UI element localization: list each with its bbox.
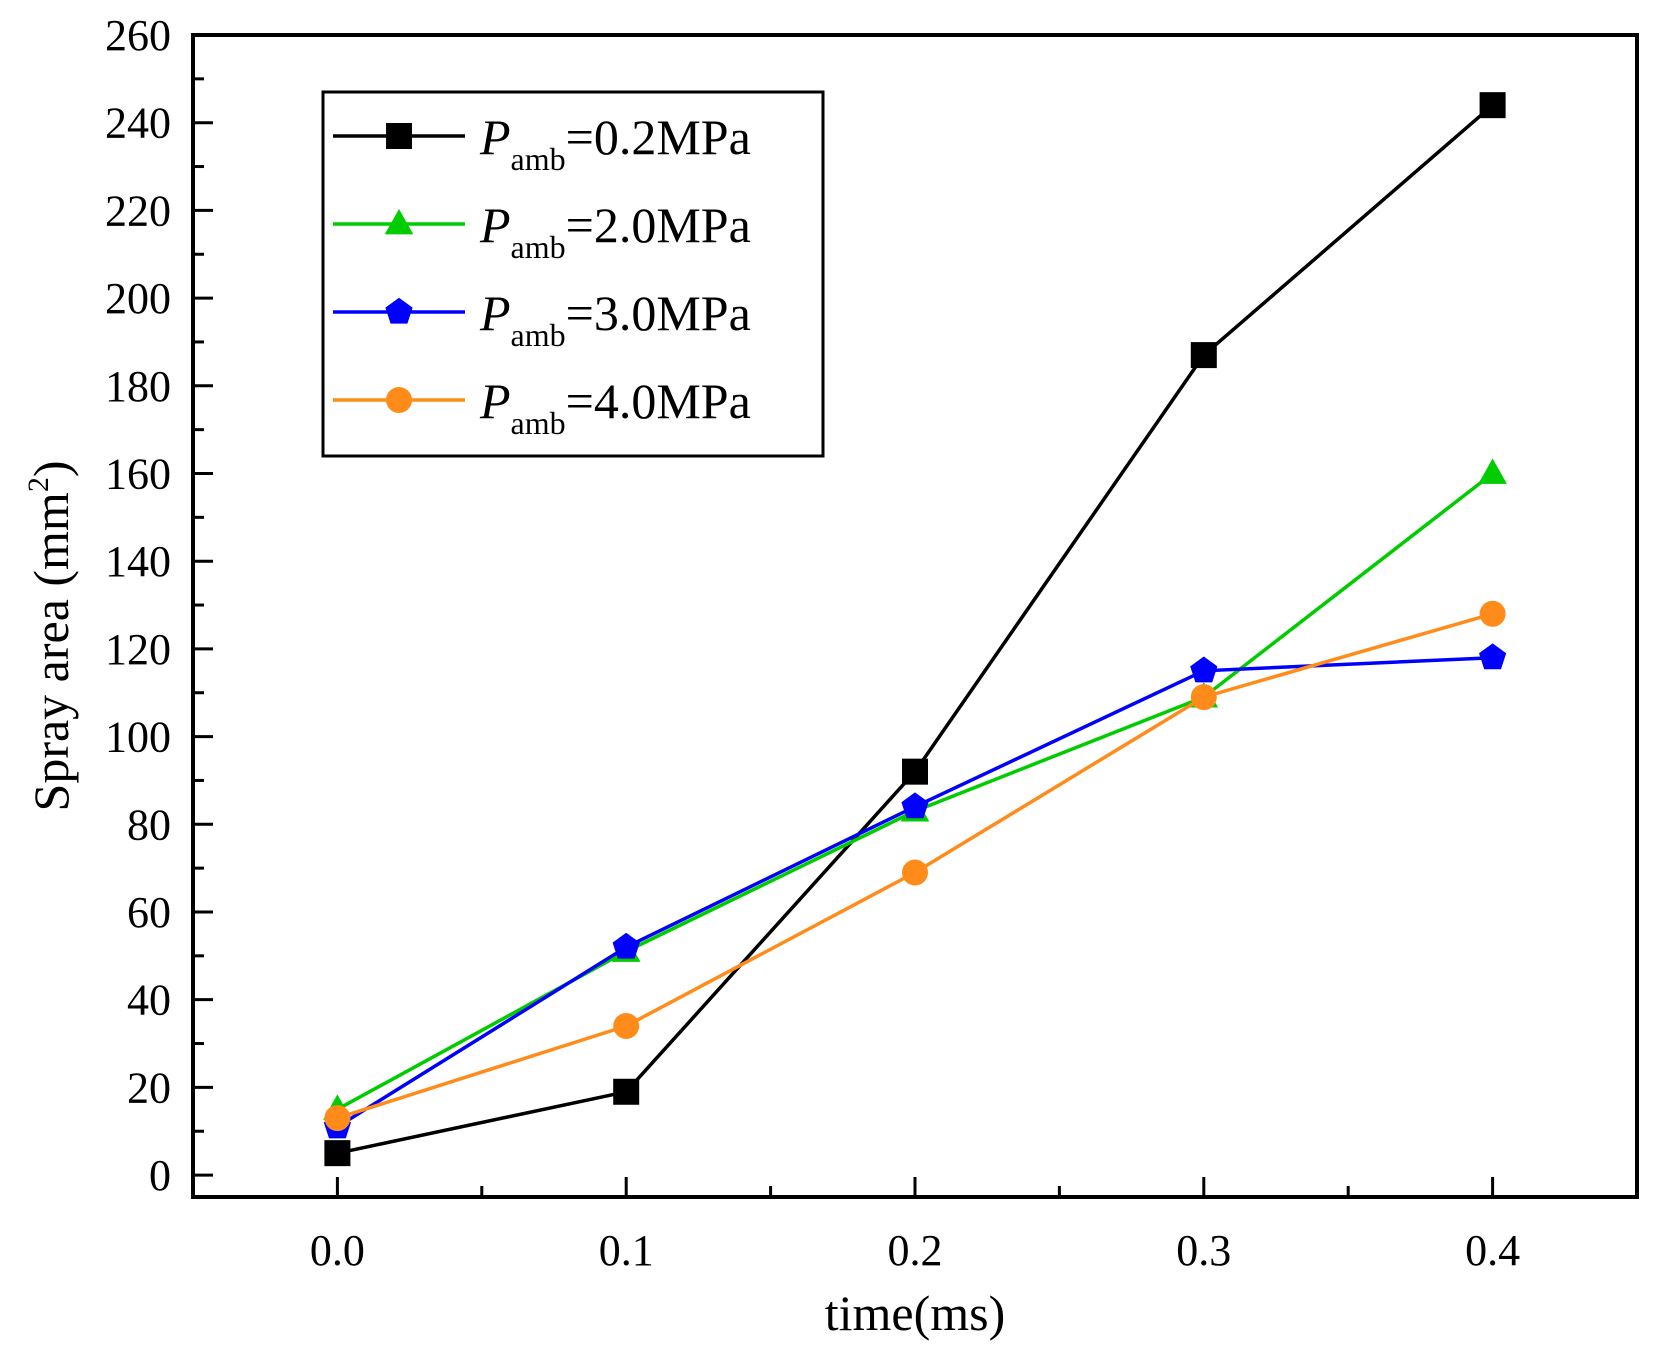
- x-axis-title: time(ms): [825, 1285, 1006, 1341]
- x-tick-label: 0.2: [888, 1226, 943, 1275]
- data-point: [1190, 684, 1217, 711]
- series-line: [336, 472, 1494, 1111]
- legend-marker: [386, 387, 412, 413]
- y-tick-label: 120: [105, 625, 171, 674]
- legend-symbol: P: [479, 285, 511, 341]
- legend-label: Pamb=3.0MPa: [479, 285, 751, 353]
- legend-subscript: amb: [511, 141, 566, 177]
- data-point: [1479, 92, 1506, 119]
- x-tick-label: 0.3: [1176, 1226, 1231, 1275]
- series-2: [323, 458, 1507, 1120]
- data-point: [612, 932, 640, 959]
- y-tick-label: 60: [127, 888, 171, 937]
- y-axis-ticks: 0 20 40 60 80 100 120 140 160 180 200 220 240 260: [105, 11, 213, 1200]
- legend-item: Pamb=4.0MPa: [333, 373, 751, 441]
- data-point: [324, 1105, 351, 1132]
- legend-subscript: amb: [511, 405, 566, 441]
- legend-label: Pamb=2.0MPa: [479, 197, 751, 265]
- plot-frame: [191, 33, 1639, 1199]
- legend-value: =4.0MPa: [566, 373, 751, 429]
- y-axis-title-sup: 2: [22, 477, 55, 492]
- series-layer: [323, 92, 1507, 1167]
- y-tick-label: 40: [127, 976, 171, 1025]
- y-tick-label: 100: [105, 713, 171, 762]
- legend-item: Pamb=3.0MPa: [333, 285, 751, 353]
- y-tick-label: 240: [105, 99, 171, 148]
- data-point: [1190, 656, 1218, 683]
- series-4: [324, 600, 1506, 1132]
- legend-symbol: P: [479, 109, 511, 165]
- series-1: [324, 92, 1506, 1167]
- legend-subscript: amb: [511, 317, 566, 353]
- legend-symbol: P: [479, 197, 511, 253]
- legend-value: =0.2MPa: [566, 109, 751, 165]
- y-tick-label: 140: [105, 537, 171, 586]
- legend-marker: [384, 209, 414, 235]
- legend-value: =3.0MPa: [566, 285, 751, 341]
- legend-symbol: P: [479, 373, 511, 429]
- data-point: [613, 1078, 640, 1105]
- legend-marker: [385, 297, 413, 324]
- x-axis-ticks: 0.0 0.1 0.2 0.3 0.4: [310, 1177, 1520, 1275]
- legend-label: Pamb=0.2MPa: [479, 109, 751, 177]
- y-tick-label: 260: [105, 11, 171, 60]
- y-tick-label: 200: [105, 274, 171, 323]
- data-point: [324, 1140, 351, 1167]
- data-point: [1479, 600, 1506, 627]
- data-point: [1478, 458, 1507, 484]
- y-tick-label: 20: [127, 1063, 171, 1112]
- legend: Pamb=0.2MPaPamb=2.0MPaPamb=3.0MPaPamb=4.…: [321, 90, 825, 458]
- data-point: [901, 792, 929, 819]
- y-tick-label: 180: [105, 362, 171, 411]
- y-tick-label: 0: [149, 1151, 171, 1200]
- series-line: [336, 655, 1493, 1129]
- y-tick-label: 220: [105, 186, 171, 235]
- legend-subscript: amb: [511, 229, 566, 265]
- legend-item: Pamb=0.2MPa: [333, 109, 751, 177]
- data-point: [1479, 643, 1507, 670]
- y-axis-title-main: Spray area (mm: [23, 492, 79, 811]
- data-point: [613, 1012, 640, 1039]
- legend-item: Pamb=2.0MPa: [333, 197, 751, 265]
- y-tick-label: 80: [127, 800, 171, 849]
- legend-label: Pamb=4.0MPa: [479, 373, 751, 441]
- y-axis-title-close: ): [23, 461, 79, 478]
- y-axis-title: Spray area (mm2): [22, 461, 79, 812]
- legend-value: =2.0MPa: [566, 197, 751, 253]
- y-tick-label: 160: [105, 449, 171, 498]
- data-point: [902, 859, 928, 886]
- x-tick-label: 0.0: [310, 1226, 365, 1275]
- x-tick-label: 0.4: [1465, 1226, 1520, 1275]
- legend-marker: [386, 123, 412, 149]
- data-point: [1190, 342, 1217, 369]
- data-point: [902, 758, 928, 785]
- x-tick-label: 0.1: [599, 1226, 654, 1275]
